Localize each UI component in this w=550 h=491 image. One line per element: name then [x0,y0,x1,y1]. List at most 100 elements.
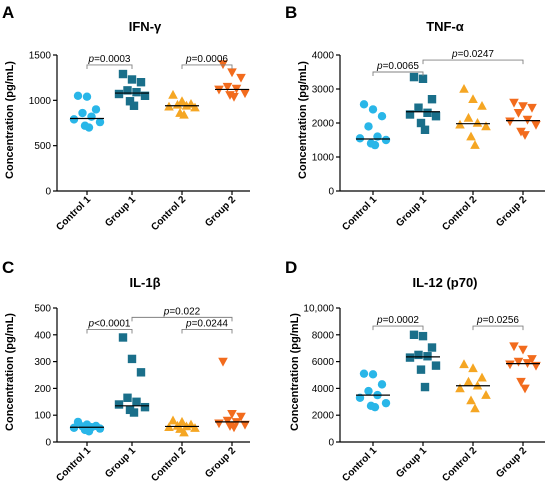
data-point [418,331,428,341]
data-point [125,97,135,106]
y-tick-label: 0 [328,187,334,198]
data-point [377,112,387,121]
data-point [214,419,224,429]
x-tick-label: Control 2 [149,194,188,233]
data-point [427,95,437,104]
panel-label: A [2,3,14,22]
p-value-label: p=0.0006 [185,54,228,65]
data-point [84,123,94,132]
data-point [414,103,423,112]
data-point [466,131,476,141]
data-point [168,89,178,99]
data-point [118,333,128,342]
data-point [420,125,430,134]
data-point [177,416,187,426]
data-point [527,103,537,113]
data-point [431,361,441,370]
x-tick-label: Control 1 [54,445,93,484]
x-tick-label: Group 1 [103,445,138,480]
data-point [423,108,432,117]
y-axis-label: Concentration (pg/mL) [4,313,16,431]
x-tick-label: Group 2 [203,194,238,229]
data-point [236,412,246,422]
x-tick-label: Control 2 [440,445,479,484]
data-point [455,383,465,393]
data-point [420,382,430,392]
data-point [513,109,524,118]
data-point [227,410,237,419]
p-value-label: p=0.0256 [476,315,519,326]
comparison-bracket [422,59,524,65]
data-point [123,393,132,402]
panel-b: B TNF-α Concentration (pg/mL) 0 1000 2000 3… [285,3,545,233]
y-tick-label: 6000 [312,357,335,368]
data-point [427,343,437,352]
data-point [416,118,426,128]
data-point [416,365,426,374]
x-tick-label: Control 1 [54,194,93,233]
y-tick-label: 1000 [29,96,52,107]
data-point [531,120,541,130]
panel-label: C [2,258,14,277]
data-point [140,91,150,100]
panel-c: C IL-1β Concentration (pg/mL) 0 100 200 300… [2,258,250,484]
y-axis-label: Concentration (pg/mL) [297,61,309,179]
plot-area: 0 100 200 300 400 500 Control 1 Group 1 Control … [34,304,250,484]
data-point [82,92,92,101]
data-point [477,372,487,382]
y-tick-label: 200 [34,384,51,395]
data-point [132,87,141,97]
data-point [73,91,83,101]
data-point [91,105,101,114]
data-point [218,357,228,367]
data-point [229,423,239,433]
data-point [190,102,200,112]
data-point [127,75,137,84]
data-point [168,415,178,425]
data-point [509,342,519,352]
p-value-label: p=0.0244 [185,318,228,329]
comparison-bracket [86,328,133,334]
data-point [518,345,528,355]
panel-a: A IFN-γ Concentration (pg/mL) 0 500 1000 15… [2,3,250,233]
x-tick-label: Control 1 [340,194,379,233]
data-point [431,112,441,121]
y-tick-label: 4000 [312,384,335,395]
y-tick-label: 3000 [312,85,335,96]
data-point [409,330,419,339]
chart-title: IL-12 (p70) [412,275,477,290]
data-point [87,112,96,121]
comparison-bracket [372,325,424,331]
data-point [368,370,378,379]
data-point [505,360,515,370]
data-point [123,86,132,95]
data-point [516,377,526,387]
y-tick-label: 300 [34,357,51,368]
data-point [127,354,137,364]
data-point [177,96,187,106]
x-tick-label: Group 1 [394,194,429,229]
plot-area: 0 2000 4000 6000 8000 10,000 Control 1 Group 1 C… [303,304,545,484]
y-tick-label: 10,000 [303,304,334,315]
data-point [364,122,373,131]
data-point [381,398,391,408]
data-point [140,402,150,412]
data-point [190,423,200,432]
data-point [405,110,415,119]
plot-area: 0 500 1000 1500 Control 1 Group 1 Control 2 Gro… [29,51,250,233]
data-point [240,420,250,430]
data-point [69,115,79,124]
data-point [409,72,419,82]
data-point [470,403,480,413]
data-point [481,390,491,399]
y-axis-label: Concentration (pg/mL) [289,313,301,431]
data-point [513,357,524,367]
data-point [95,424,105,433]
data-point [509,98,519,108]
data-point [359,100,369,109]
data-point [84,427,94,436]
data-point [414,350,423,360]
data-point [518,102,528,111]
panel-label: B [285,3,297,22]
data-point [364,386,373,396]
